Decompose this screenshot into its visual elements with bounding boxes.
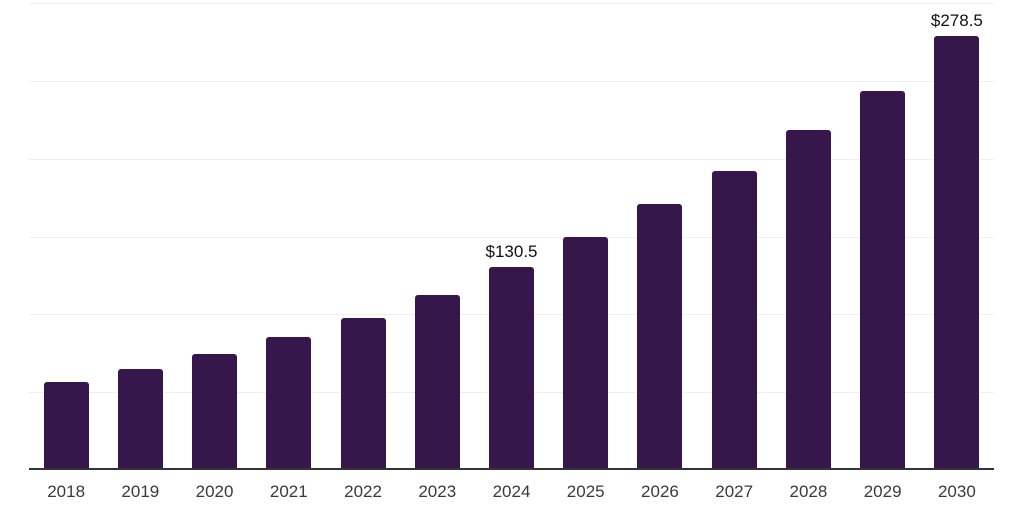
bar-2022 — [340, 318, 386, 468]
x-tick-label-2027: 2027 — [715, 482, 754, 501]
bar-2023 — [414, 295, 460, 468]
x-tick-label-2030: 2030 — [937, 482, 976, 501]
x-tick-label-2019: 2019 — [121, 482, 160, 501]
bar-2020 — [192, 354, 238, 468]
x-axis-tick-labels: 2018 2019 2020 2021 2022 2023 2024 2025 2026 2027… — [29, 481, 994, 505]
x-tick-label-2023: 2023 — [418, 482, 457, 501]
x-tick-label-2026: 2026 — [641, 482, 679, 501]
x-tick-label-2022: 2022 — [344, 482, 382, 501]
value-label-2024: $130.5 — [485, 241, 538, 261]
gridline — [29, 158, 994, 160]
x-axis-line — [29, 468, 994, 470]
x-tick-label-2020: 2020 — [195, 482, 234, 501]
x-tick-label-2029: 2029 — [863, 482, 902, 501]
bar-2024 — [489, 266, 534, 468]
x-tick-label-2025: 2025 — [566, 482, 605, 501]
x-tick-label-2028: 2028 — [789, 482, 828, 501]
x-tick-label-2021: 2021 — [269, 482, 308, 501]
bar-2026 — [637, 204, 683, 468]
plot-area: $130.5 $278.5 — [29, 0, 994, 470]
bar-2021 — [266, 336, 312, 468]
bar-2019 — [117, 369, 163, 468]
x-tick-label-2018: 2018 — [47, 482, 86, 501]
x-tick-label-2024: 2024 — [492, 482, 531, 501]
bar-2030 — [934, 36, 980, 468]
gridline — [29, 236, 994, 238]
bar-2018 — [43, 381, 89, 468]
bar-2028 — [785, 130, 831, 468]
bar-2029 — [860, 90, 906, 468]
bar-2027 — [711, 170, 757, 468]
gridline — [29, 80, 994, 82]
value-label-2030: $278.5 — [930, 11, 983, 31]
bar-2025 — [563, 236, 609, 468]
gridline — [29, 3, 994, 4]
